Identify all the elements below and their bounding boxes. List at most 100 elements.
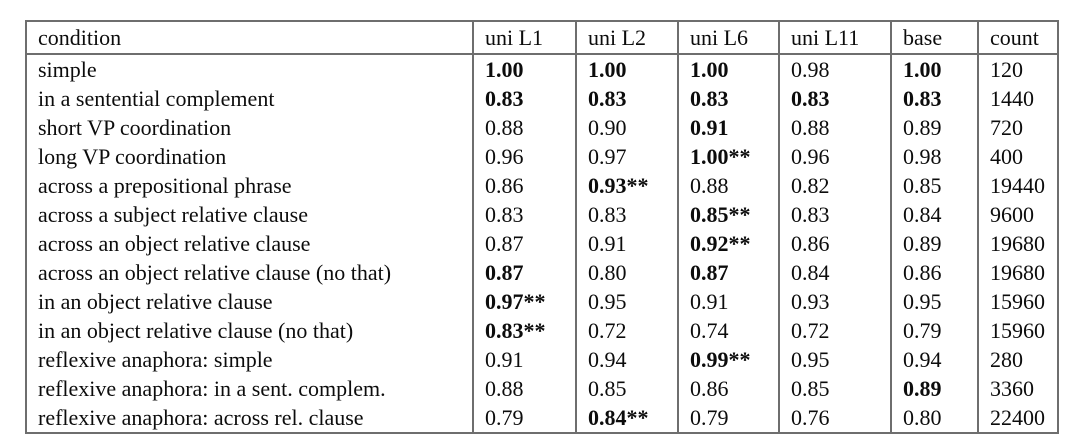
header-row: condition uni L1 uni L2 uni L6 uni L11 b… [25, 21, 1059, 55]
score-cell: 0.87 [472, 258, 577, 287]
condition-cell: across a subject relative clause [25, 200, 474, 229]
column-header-uni-l1: uni L1 [472, 21, 577, 55]
condition-cell: across an object relative clause [25, 229, 474, 258]
score-cell: 0.93** [575, 171, 679, 200]
condition-cell: long VP coordination [25, 142, 474, 171]
score-cell: 0.96 [472, 142, 577, 171]
condition-cell: simple [25, 54, 474, 84]
score-cell: 0.83 [677, 84, 780, 113]
score-cell: 0.87 [472, 229, 577, 258]
table-row: reflexive anaphora: simple 0.91 0.94 0.99**… [25, 345, 1059, 374]
score-cell: 0.79 [890, 316, 979, 345]
condition-cell: in a sentential complement [25, 84, 474, 113]
condition-cell: reflexive anaphora: simple [25, 345, 474, 374]
count-cell: 9600 [977, 200, 1059, 229]
column-header-uni-l11: uni L11 [778, 21, 892, 55]
score-cell: 0.91 [472, 345, 577, 374]
score-cell: 0.85 [778, 374, 892, 403]
score-cell: 0.91 [677, 287, 780, 316]
condition-cell: reflexive anaphora: across rel. clause [25, 403, 474, 433]
score-cell: 0.84 [890, 200, 979, 229]
score-cell: 0.95 [890, 287, 979, 316]
condition-cell: across a prepositional phrase [25, 171, 474, 200]
score-cell: 0.80 [890, 403, 979, 433]
score-cell: 0.96 [778, 142, 892, 171]
count-cell: 19440 [977, 171, 1059, 200]
table-row: in an object relative clause (no that) 0.… [25, 316, 1059, 345]
score-cell: 0.88 [472, 374, 577, 403]
count-cell: 19680 [977, 229, 1059, 258]
count-cell: 120 [977, 54, 1059, 84]
score-cell: 0.95 [575, 287, 679, 316]
column-header-uni-l2: uni L2 [575, 21, 679, 55]
condition-cell: in an object relative clause [25, 287, 474, 316]
table-row: long VP coordination 0.96 0.97 1.00** 0.96 0.… [25, 142, 1059, 171]
column-header-uni-l6: uni L6 [677, 21, 780, 55]
score-cell: 1.00 [575, 54, 679, 84]
score-cell: 0.99** [677, 345, 780, 374]
score-cell: 0.92** [677, 229, 780, 258]
score-cell: 0.86 [778, 229, 892, 258]
condition-cell: in an object relative clause (no that) [25, 316, 474, 345]
score-cell: 0.89 [890, 113, 979, 142]
score-cell: 0.85** [677, 200, 780, 229]
count-cell: 15960 [977, 287, 1059, 316]
score-cell: 0.74 [677, 316, 780, 345]
score-cell: 1.00 [677, 54, 780, 84]
column-header-condition: condition [25, 21, 474, 55]
count-cell: 280 [977, 345, 1059, 374]
score-cell: 0.82 [778, 171, 892, 200]
score-cell: 0.83 [778, 84, 892, 113]
score-cell: 1.00 [472, 54, 577, 84]
score-cell: 0.98 [778, 54, 892, 84]
table-row: across an object relative clause (no tha… [25, 258, 1059, 287]
score-cell: 1.00** [677, 142, 780, 171]
score-cell: 0.79 [472, 403, 577, 433]
table-row: in a sentential complement 0.83 0.83 0.83 0.… [25, 84, 1059, 113]
score-cell: 0.93 [778, 287, 892, 316]
score-cell: 0.94 [890, 345, 979, 374]
score-cell: 0.84 [778, 258, 892, 287]
score-cell: 0.95 [778, 345, 892, 374]
table-row: reflexive anaphora: in a sent. complem. 0… [25, 374, 1059, 403]
count-cell: 22400 [977, 403, 1059, 433]
table-row: short VP coordination 0.88 0.90 0.91 0.88 0.8… [25, 113, 1059, 142]
score-cell: 0.97** [472, 287, 577, 316]
score-cell: 0.83 [890, 84, 979, 113]
score-cell: 0.86 [472, 171, 577, 200]
column-header-base: base [890, 21, 979, 55]
score-cell: 1.00 [890, 54, 979, 84]
score-cell: 0.89 [890, 374, 979, 403]
count-cell: 3360 [977, 374, 1059, 403]
table-body: simple 1.00 1.00 1.00 0.98 1.00 120 in a senten… [25, 54, 1059, 433]
score-cell: 0.83** [472, 316, 577, 345]
score-cell: 0.84** [575, 403, 679, 433]
score-cell: 0.87 [677, 258, 780, 287]
score-cell: 0.80 [575, 258, 679, 287]
table-row: in an object relative clause 0.97** 0.95 0.… [25, 287, 1059, 316]
score-cell: 0.98 [890, 142, 979, 171]
count-cell: 19680 [977, 258, 1059, 287]
score-cell: 0.90 [575, 113, 679, 142]
results-table: condition uni L1 uni L2 uni L6 uni L11 b… [25, 20, 1059, 434]
condition-cell: short VP coordination [25, 113, 474, 142]
score-cell: 0.85 [575, 374, 679, 403]
count-cell: 1440 [977, 84, 1059, 113]
table-row: simple 1.00 1.00 1.00 0.98 1.00 120 [25, 54, 1059, 84]
condition-cell: reflexive anaphora: in a sent. complem. [25, 374, 474, 403]
score-cell: 0.97 [575, 142, 679, 171]
table-row: across a subject relative clause 0.83 0.83… [25, 200, 1059, 229]
score-cell: 0.72 [778, 316, 892, 345]
score-cell: 0.83 [778, 200, 892, 229]
count-cell: 400 [977, 142, 1059, 171]
score-cell: 0.83 [575, 200, 679, 229]
score-cell: 0.76 [778, 403, 892, 433]
column-header-count: count [977, 21, 1059, 55]
score-cell: 0.83 [472, 200, 577, 229]
score-cell: 0.86 [890, 258, 979, 287]
score-cell: 0.86 [677, 374, 780, 403]
count-cell: 15960 [977, 316, 1059, 345]
score-cell: 0.83 [575, 84, 679, 113]
condition-cell: across an object relative clause (no tha… [25, 258, 474, 287]
score-cell: 0.88 [472, 113, 577, 142]
